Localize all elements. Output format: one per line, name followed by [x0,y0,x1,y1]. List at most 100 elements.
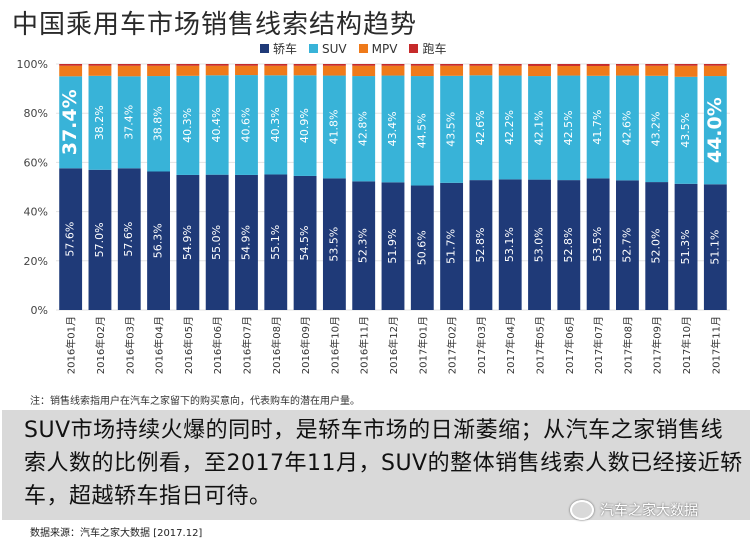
bar-segment-sports [498,64,522,66]
bar-segment-mpv [117,65,141,77]
bar-segment-suv [264,75,288,175]
legend-label-suv: SUV [322,41,347,56]
data-label-sedan: 51.1% [708,230,721,265]
x-tick-label: 2016年06月 [211,316,224,374]
data-label-suv: 38.2% [93,105,106,140]
data-label-suv: 42.8% [357,111,370,146]
bar-segment-sports [235,64,258,66]
data-label-suv: 43.5% [679,113,692,148]
bar-segment-suv [381,75,405,183]
data-label-sedan: 52.8% [562,228,575,263]
bar-segment-sports [205,64,229,66]
x-tick-label: 2016年01月 [65,316,78,374]
bar-segment-suv [352,76,376,182]
bar-segment-suv [557,75,581,181]
x-tick-label: 2017年10月 [680,316,693,374]
bar-segment-suv [645,75,669,183]
bar-segment-suv [674,76,698,184]
legend-swatch-sports [409,44,419,53]
data-label-sedan: 55.0% [210,225,223,260]
bar-segment-sedan [381,182,405,310]
data-label-sedan: 56.3% [152,223,165,258]
data-label-sedan: 53.5% [327,227,340,262]
data-label-suv: 40.3% [181,108,194,143]
bar-segment-sports [352,64,376,66]
watermark: 汽车之家大数据 [570,500,698,520]
data-label-suv: 40.4% [210,108,223,143]
bar-segment-sports [469,64,493,66]
legend-swatch-suv [309,44,319,53]
caption-box: SUV市场持续火爆的同时，是轿车市场的日渐萎缩；从汽车之家销售线索人数的比例看，… [2,410,750,520]
data-label-sedan: 52.7% [620,228,633,263]
data-label-sedan: 57.0% [93,222,106,257]
bar-segment-mpv [440,65,464,76]
watermark-text: 汽车之家大数据 [600,503,698,519]
caption-text: SUV市场持续火爆的同时，是轿车市场的日渐萎缩；从汽车之家销售线索人数的比例看，… [24,418,743,509]
data-label-suv: 40.9% [298,108,311,143]
bar-segment-sports [586,64,610,66]
x-tick-label: 2017年07月 [592,316,605,374]
x-tick-label: 2016年02月 [94,316,107,374]
bar-segment-sports [59,64,83,66]
x-tick-label: 2017年09月 [651,316,664,374]
data-label-sedan: 51.7% [445,229,458,264]
x-tick-label: 2016年04月 [153,316,166,374]
bar-segment-sports [381,64,405,66]
bar-segment-sports [293,64,317,66]
data-label-sedan: 52.8% [474,228,487,263]
bar-segment-sports [440,64,464,66]
data-label-sedan: 52.0% [650,229,663,264]
data-label-suv: 41.8% [327,109,340,144]
data-label-suv: 42.6% [620,110,633,145]
bar-segment-suv [469,75,493,181]
footnote: 注：销售线索指用户在汽车之家留下的购买意向，代表购车的潜在用户量。 [30,396,360,407]
data-label-suv: 42.1% [533,110,546,145]
stacked-bar-chart: 0% 20% 40% 60% 80% 100% 57.6% 37.4% 2016年01月 57.0… [17,58,730,374]
data-label-suv: 44.5% [415,113,428,148]
legend-label-mpv: MPV [371,41,398,56]
bar-segment-sports [147,64,170,66]
data-label-sedan: 54.9% [181,225,194,260]
bar-segment-mpv [176,65,200,76]
data-label-sedan: 50.6% [415,230,428,265]
data-label-sedan: 53.0% [533,227,546,262]
bar-segment-sports [176,64,200,66]
bar-segment-mpv [616,65,639,76]
bar-segment-sedan [264,174,288,310]
bar-segment-suv [176,75,200,175]
bar-segment-sedan [235,174,258,310]
bar-segment-sedan [703,184,727,310]
bar-segment-suv [205,75,229,175]
data-label-sedan: 57.6% [64,222,77,257]
x-tick-label: 2016年11月 [358,316,371,374]
bar-segment-suv [235,75,258,175]
bar-segment-sedan [117,168,141,310]
bar-segment-sedan [410,185,434,310]
data-label-suv: 38.8% [152,106,165,141]
bar-segment-sedan [557,180,581,310]
bar-segment-suv [88,75,112,170]
data-label-sedan: 54.9% [239,225,252,260]
bar-segment-suv [703,76,727,185]
bar-segment-suv [586,75,610,179]
data-label-sedan: 51.3% [679,229,692,264]
legend-swatch-sedan [260,44,269,53]
x-tick-label: 2016年03月 [123,316,136,374]
data-label-suv: 43.2% [650,111,663,146]
legend: 轿车 SUV MPV 跑车 [260,40,446,57]
bar-segment-suv [498,75,522,180]
x-tick-label: 2016年10月 [328,316,341,374]
bar-segment-suv [147,76,170,172]
bar-segment-sedan [352,181,376,310]
bar-segment-sports [616,64,639,66]
wechat-icon [570,500,594,520]
bar-segment-sports [322,64,346,66]
data-label-suv: 42.2% [503,110,516,145]
data-label-suv: 37.4% [59,89,81,155]
legend-item-mpv: MPV [358,40,398,57]
bar-segment-suv [322,75,346,179]
y-tick-label: 60% [24,156,48,169]
bar-segment-sports [117,64,141,66]
bar-segment-sports [88,64,112,66]
y-tick-label: 80% [24,107,48,120]
